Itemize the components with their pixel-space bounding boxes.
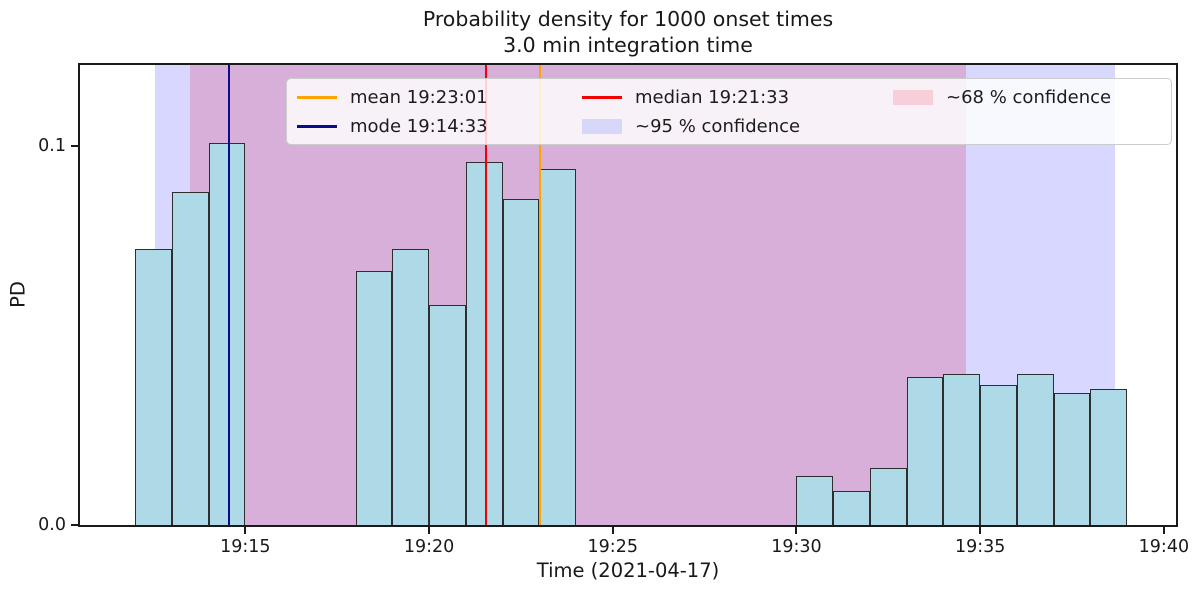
- legend-item-mode: mode 19:14:33: [297, 112, 582, 141]
- confidence-95-swatch: [582, 119, 622, 134]
- histogram-bar-19:33: [906, 377, 944, 525]
- legend-column-1: mean 19:23:01 mode 19:14:33: [297, 83, 582, 141]
- legend-item-median-label: median 19:21:33: [635, 87, 790, 108]
- x-axis-label: Time (2021-04-17): [536, 559, 720, 582]
- y-tick-0.0: [71, 524, 78, 526]
- x-tick-19:30: [795, 527, 798, 534]
- histogram-bar-19:23: [539, 169, 576, 525]
- x-tick-19:20: [428, 527, 431, 534]
- histogram-bar-19:31: [833, 490, 870, 525]
- chart-title: Probability density for 1000 onset times…: [78, 6, 1178, 58]
- histogram-bar-19:35: [980, 384, 1017, 525]
- legend-item-mean-label: mean 19:23:01: [350, 87, 488, 108]
- histogram-bar-19:14: [208, 142, 246, 525]
- legend-item-mean: mean 19:23:01: [297, 83, 582, 112]
- histogram-bar-19:30: [796, 475, 834, 525]
- histogram-bar-19:38: [1090, 388, 1128, 525]
- histogram-layer: [80, 65, 1176, 525]
- y-tick-label-0.0: 0.0: [38, 515, 66, 535]
- x-tick-19:25: [611, 527, 614, 534]
- x-axis-tick-labels: 19:15 19:20 19:25 19:30 19:35 19:40: [80, 537, 1189, 559]
- legend-item-68-confidence: ~68 % confidence: [893, 83, 1111, 112]
- statistic-lines-layer: [80, 65, 1176, 525]
- chart-title-line1: Probability density for 1000 onset times: [422, 7, 834, 31]
- mean-line: [538, 65, 541, 525]
- legend-item-median: median 19:21:33: [582, 83, 893, 112]
- median-line-swatch: [582, 96, 622, 99]
- x-tick-label-19:25: 19:25: [587, 537, 638, 557]
- confidence-68-swatch: [893, 90, 933, 105]
- x-tick-label-19:35: 19:35: [954, 537, 1006, 557]
- x-tick-label-19:40: 19:40: [1138, 537, 1190, 557]
- mean-line-swatch: [297, 96, 337, 99]
- x-axis-ticks: [80, 527, 1176, 535]
- x-tick-19:15: [244, 527, 247, 534]
- y-tick-label-0.1: 0.1: [38, 136, 66, 157]
- mode-line: [227, 65, 230, 525]
- histogram-bar-19:21: [465, 161, 503, 525]
- histogram-bar-19:19: [392, 248, 430, 525]
- legend-item-95-label: ~95 % confidence: [635, 116, 801, 137]
- mode-line-swatch: [297, 125, 337, 128]
- legend-column-2: median 19:21:33 ~95 % confidence: [582, 83, 893, 141]
- x-tick-label-19:15: 19:15: [220, 537, 271, 557]
- y-axis-ticks: [71, 65, 78, 526]
- x-tick-19:35: [979, 527, 982, 534]
- chart-title-line2: 3.0 min integration time: [503, 33, 753, 57]
- y-tick-0.1: [71, 145, 78, 148]
- histogram-bar-19:20: [429, 305, 466, 525]
- histogram-bar-19:18: [355, 271, 393, 525]
- median-line: [484, 65, 487, 525]
- histogram-bar-19:37: [1053, 392, 1091, 525]
- histogram-bar-19:13: [171, 191, 209, 525]
- legend-item-mode-label: mode 19:14:33: [350, 116, 488, 137]
- histogram-bar-19:36: [1016, 373, 1054, 525]
- x-tick-label-19:30: 19:30: [771, 537, 822, 557]
- histogram-bar-19:12: [135, 248, 172, 525]
- histogram-bar-19:34: [943, 373, 981, 525]
- histogram-bar-19:22: [502, 199, 540, 525]
- x-tick-19:40: [1162, 527, 1165, 534]
- x-tick-label-19:20: 19:20: [403, 537, 455, 557]
- legend-item-95-confidence: ~95 % confidence: [582, 112, 893, 141]
- legend: mean 19:23:01 mode 19:14:33 median 19:21…: [286, 78, 1172, 145]
- legend-column-3: ~68 % confidence: [893, 83, 1111, 112]
- legend-item-68-label: ~68 % confidence: [946, 87, 1112, 108]
- histogram-bar-19:32: [869, 468, 907, 525]
- y-axis-tick-labels: 0.0 0.1: [26, 65, 66, 535]
